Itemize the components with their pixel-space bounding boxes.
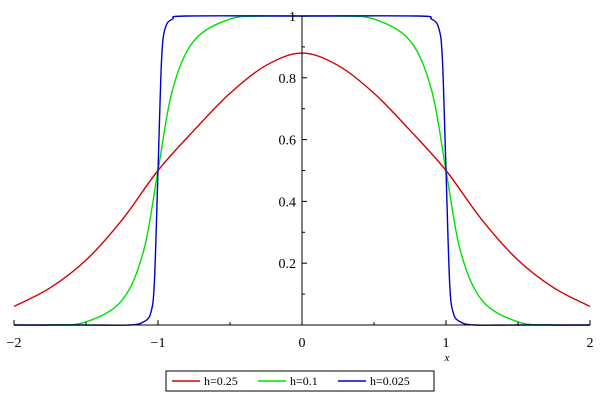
y-ticks: 0.2 0.4 0.6 0.8 1: [279, 10, 307, 295]
legend-label: h=0.25: [204, 374, 238, 388]
y-tick-label: 1: [289, 10, 296, 25]
x-tick-label: 0: [299, 336, 306, 351]
y-tick-label: 0.4: [279, 195, 297, 210]
y-tick-label: 0.2: [279, 257, 297, 272]
x-tick-label: 2: [587, 336, 594, 351]
legend-label: h=0.1: [290, 374, 318, 388]
y-tick-label: 0.6: [279, 134, 297, 149]
x-tick-label: −2: [7, 336, 22, 351]
y-tick-label: 0.8: [279, 72, 297, 87]
legend-box: [165, 370, 435, 392]
x-tick-label: 1: [443, 336, 450, 351]
x-tick-label: −1: [151, 336, 166, 351]
legend: h=0.25 h=0.1 h=0.025: [165, 370, 435, 392]
x-axis-title: x: [444, 352, 450, 364]
legend-label: h=0.025: [370, 374, 410, 388]
x-ticks: −2 −1 0 1 2: [7, 320, 594, 351]
